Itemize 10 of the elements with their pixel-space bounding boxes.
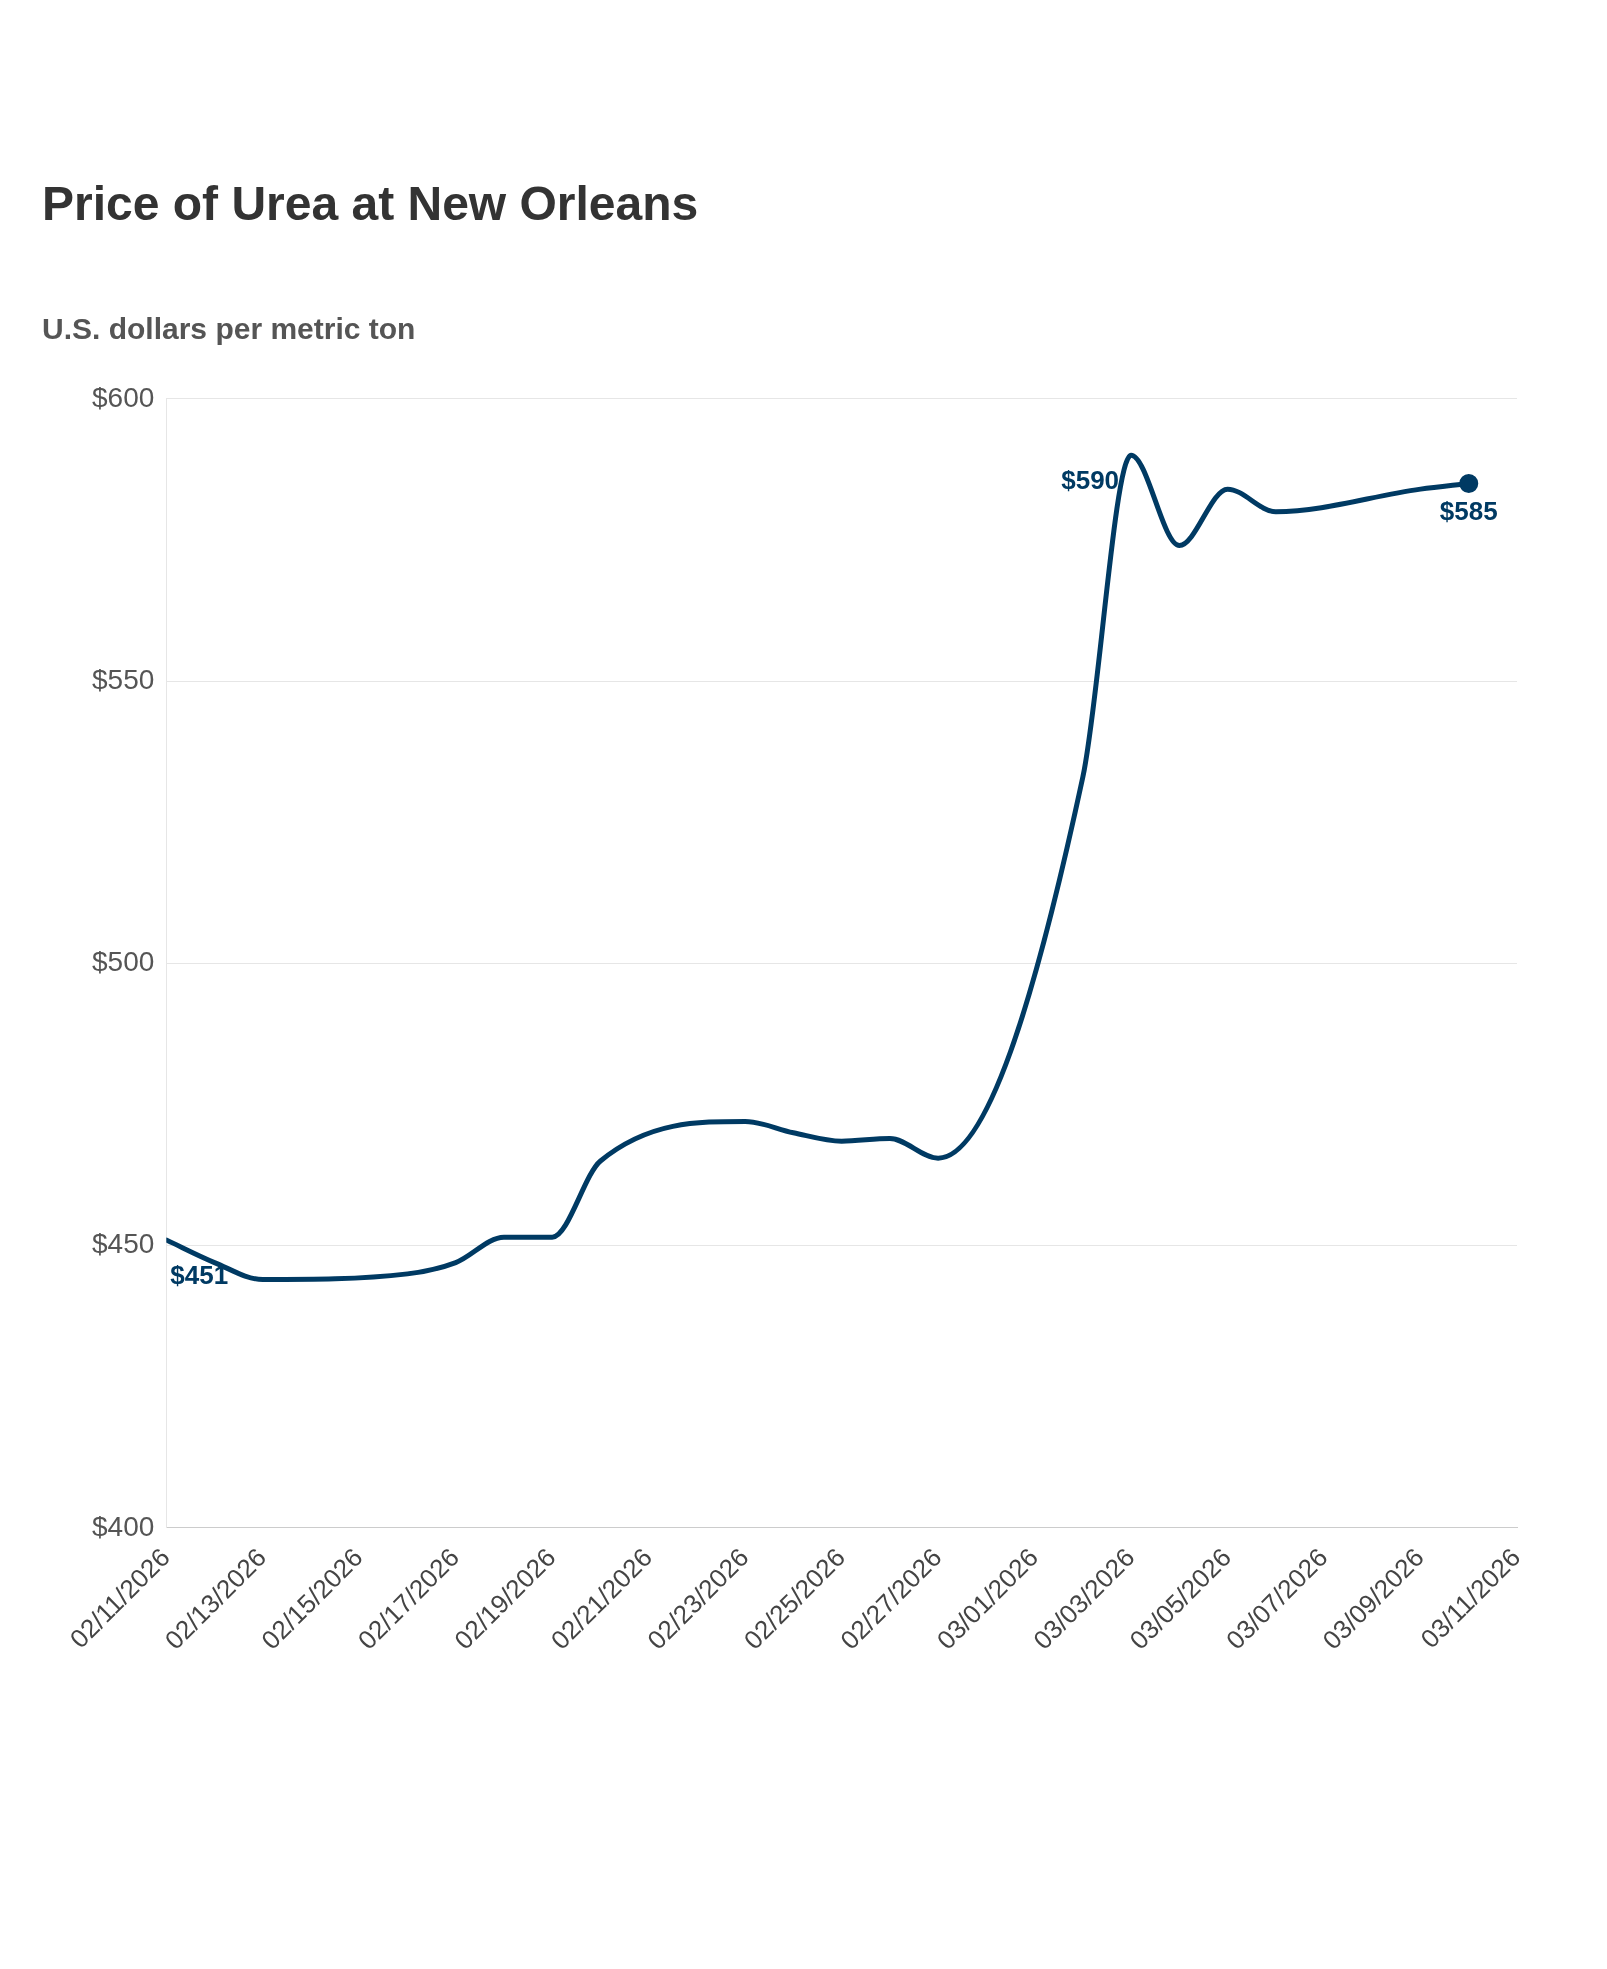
y-tick-label: $450 xyxy=(91,1228,155,1260)
chart-title: Price of Urea at New Orleans xyxy=(42,176,699,231)
data-label: $585 xyxy=(1439,495,1498,526)
data-label: $451 xyxy=(170,1260,229,1291)
y-tick-label: $400 xyxy=(91,1510,155,1542)
data-label: $590 xyxy=(1061,465,1120,496)
y-tick-label: $500 xyxy=(91,946,155,978)
y-tick-label: $600 xyxy=(91,381,155,413)
chart-subtitle: U.S. dollars per metric ton xyxy=(42,312,416,346)
y-tick-label: $550 xyxy=(91,663,155,695)
